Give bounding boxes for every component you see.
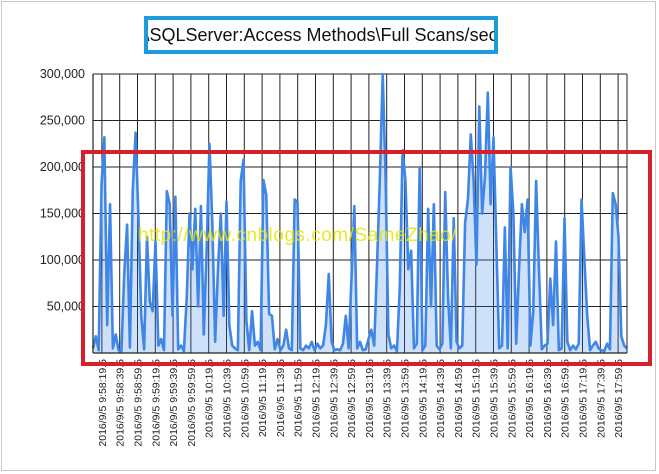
chart-title: \SQLServer:Access Methods\Full Scans/sec bbox=[144, 16, 498, 54]
x-tick-label: 2016/9/5 14:59.5 bbox=[453, 359, 465, 438]
x-tick-label: 2016/9/5 9:59:59.5 bbox=[186, 359, 198, 447]
x-tick-label: 2016/9/5 17:39.5 bbox=[595, 359, 607, 438]
x-tick-label: 2016/9/5 13:19.5 bbox=[364, 359, 376, 438]
x-tick-label: 2016/9/5 17:59.5 bbox=[613, 359, 625, 438]
x-tick-label: 2016/9/5 10:59.5 bbox=[239, 359, 251, 438]
x-tick-label: 2016/9/5 11:19.5 bbox=[257, 359, 269, 437]
x-tick-label: 2016/9/5 9:58:39.5 bbox=[115, 359, 127, 447]
x-tick-label: 2016/9/5 9:58:19.5 bbox=[97, 359, 109, 447]
y-tick-label: 200,000 bbox=[40, 160, 85, 174]
y-tick-labels: 50,000 100,000 150,000 200,000 250,000 300,00… bbox=[40, 67, 85, 314]
y-tick-label: 100,000 bbox=[40, 253, 85, 267]
x-tick-label: 2016/9/5 14:19.5 bbox=[417, 359, 429, 438]
x-tick-label: 2016/9/5 15:19.5 bbox=[471, 359, 483, 438]
x-tick-label: 2016/9/5 15:59.5 bbox=[506, 359, 518, 438]
x-tick-label: 2016/9/5 11:39.5 bbox=[275, 359, 287, 437]
x-tick-label: 2016/9/5 16:39.5 bbox=[542, 359, 554, 438]
x-tick-label: 2016/9/5 10:19.5 bbox=[204, 359, 216, 438]
x-tick-label: 2016/9/5 12:39.5 bbox=[328, 359, 340, 438]
watermark-text: http://www.cnblogs.com/SameZhao/ bbox=[138, 225, 458, 246]
y-tick-label: 300,000 bbox=[40, 67, 85, 81]
x-tick-label: 2016/9/5 14:39.5 bbox=[435, 359, 447, 438]
series-line bbox=[91, 72, 628, 353]
y-tick-label: 150,000 bbox=[40, 207, 85, 221]
x-tick-label: 2016/9/5 11:59.5 bbox=[293, 359, 305, 437]
x-tick-labels: 2016/9/5 9:58:19.5 2016/9/5 9:58:39.5 2016… bbox=[97, 359, 625, 447]
x-tick-label: 2016/9/5 16:59.5 bbox=[560, 359, 572, 438]
x-tick-label: 2016/9/5 12:19.5 bbox=[311, 359, 323, 438]
series-layer bbox=[91, 72, 628, 353]
y-tick-label: 50,000 bbox=[47, 300, 85, 314]
axes bbox=[92, 74, 628, 354]
x-tick-label: 2016/9/5 9:59:19.5 bbox=[150, 359, 162, 447]
x-tick-label: 2016/9/5 12:59.5 bbox=[346, 359, 358, 438]
x-tick-label: 2016/9/5 9:58:59.5 bbox=[133, 359, 145, 447]
x-tick-label: 2016/9/5 10:39.5 bbox=[222, 359, 234, 438]
x-tick-label: 2016/9/5 13:39.5 bbox=[382, 359, 394, 438]
highlight-rectangle bbox=[81, 150, 652, 366]
x-tick-label: 2016/9/5 9:59:39.5 bbox=[168, 359, 180, 447]
x-tick-label: 2016/9/5 15:39.5 bbox=[489, 359, 501, 438]
x-tick-label: 2016/9/5 17:19.5 bbox=[578, 359, 590, 438]
y-tick-label: 250,000 bbox=[40, 114, 85, 128]
x-tick-label: 2016/9/5 13:59.5 bbox=[400, 359, 412, 438]
x-tick-label: 2016/9/5 16:19.5 bbox=[524, 359, 536, 438]
